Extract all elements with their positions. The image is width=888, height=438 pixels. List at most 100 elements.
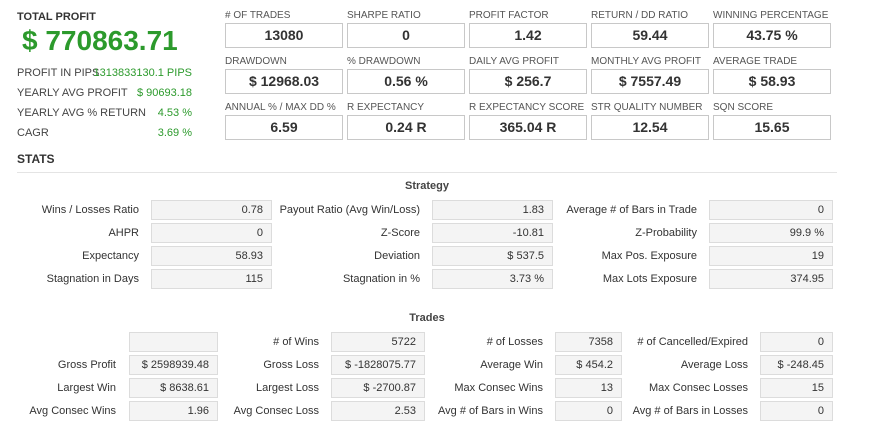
metric-label: RETURN / DD RATIO bbox=[591, 10, 689, 21]
trade-label: Gross Loss bbox=[263, 359, 319, 371]
metric-label: R EXPECTANCY SCORE bbox=[469, 102, 585, 113]
trade-label: Gross Profit bbox=[57, 359, 116, 371]
metric-value: 6.59 bbox=[225, 115, 343, 140]
trade-label: Average Win bbox=[480, 359, 543, 371]
metric-label: PROFIT FACTOR bbox=[469, 10, 549, 21]
summary-label: CAGR bbox=[17, 127, 49, 139]
trade-label: Avg Consec Loss bbox=[233, 405, 319, 417]
stat-label: Max Pos. Exposure bbox=[601, 250, 697, 262]
metric-value: 15.65 bbox=[713, 115, 831, 140]
trade-label: Max Consec Losses bbox=[648, 382, 748, 394]
stat-label: Wins / Losses Ratio bbox=[41, 204, 139, 216]
stat-value: 99.9 % bbox=[709, 223, 833, 243]
metric-value: 0 bbox=[347, 23, 465, 48]
metric-label: AVERAGE TRADE bbox=[713, 56, 798, 67]
trade-value: 1.96 bbox=[129, 401, 218, 421]
stat-value: 374.95 bbox=[709, 269, 833, 289]
metric-label: R EXPECTANCY bbox=[347, 102, 425, 113]
summary-value: 1313833130.1 PIPS bbox=[93, 67, 192, 79]
trade-value: $ -248.45 bbox=[760, 355, 833, 375]
metric-value: $ 58.93 bbox=[713, 69, 831, 94]
metric-label: % DRAWDOWN bbox=[347, 56, 421, 67]
metric-label: SQN SCORE bbox=[713, 102, 774, 113]
metric-label: ANNUAL % / MAX DD % bbox=[225, 102, 336, 113]
trade-value: 7358 bbox=[555, 332, 622, 352]
total-profit-label: TOTAL PROFIT bbox=[17, 11, 96, 23]
stat-value: 115 bbox=[151, 269, 272, 289]
stat-label: Z-Score bbox=[380, 227, 420, 239]
metric-label: WINNING PERCENTAGE bbox=[713, 10, 829, 21]
stat-label: Max Lots Exposure bbox=[602, 273, 697, 285]
metric-value: $ 7557.49 bbox=[591, 69, 709, 94]
stat-label: Average # of Bars in Trade bbox=[566, 204, 697, 216]
summary-value: 4.53 % bbox=[157, 107, 192, 119]
trades-title: Trades bbox=[409, 312, 445, 324]
metric-label: MONTHLY AVG PROFIT bbox=[591, 56, 702, 67]
metric-label: SHARPE RATIO bbox=[347, 10, 421, 21]
total-profit-value: $ 770863.71 bbox=[22, 25, 178, 56]
stat-value: 1.83 bbox=[432, 200, 553, 220]
divider bbox=[17, 172, 837, 173]
metric-value: 0.24 R bbox=[347, 115, 465, 140]
stat-value: 19 bbox=[709, 246, 833, 266]
metric-value: 1.42 bbox=[469, 23, 587, 48]
empty-box bbox=[129, 332, 218, 352]
stats-title: STATS bbox=[17, 152, 55, 166]
metric-value: 365.04 R bbox=[469, 115, 587, 140]
metric-value: 43.75 % bbox=[713, 23, 831, 48]
strategy-title: Strategy bbox=[404, 180, 450, 192]
metric-label: DAILY AVG PROFIT bbox=[469, 56, 560, 67]
trade-label: # of Cancelled/Expired bbox=[637, 336, 748, 348]
trade-value: 2.53 bbox=[331, 401, 425, 421]
stat-label: Expectancy bbox=[82, 250, 139, 262]
trade-label: Avg # of Bars in Wins bbox=[438, 405, 543, 417]
summary-label: YEARLY AVG % RETURN bbox=[17, 107, 146, 119]
stat-value: -10.81 bbox=[432, 223, 553, 243]
trade-value: 5722 bbox=[331, 332, 425, 352]
trade-label: Largest Win bbox=[57, 382, 116, 394]
trade-label: Average Loss bbox=[680, 359, 748, 371]
stat-value: $ 537.5 bbox=[432, 246, 553, 266]
trade-value: 13 bbox=[555, 378, 622, 398]
stat-label: Payout Ratio (Avg Win/Loss) bbox=[279, 204, 420, 216]
summary-label: PROFIT IN PIPS bbox=[17, 67, 100, 79]
trade-value: $ -2700.87 bbox=[331, 378, 425, 398]
trade-value: 0 bbox=[555, 401, 622, 421]
metric-label: STR QUALITY NUMBER bbox=[591, 102, 703, 113]
metric-label: # OF TRADES bbox=[225, 10, 291, 21]
summary-label: YEARLY AVG PROFIT bbox=[17, 87, 128, 99]
stat-label: Stagnation in % bbox=[342, 273, 420, 285]
stat-label: AHPR bbox=[108, 227, 139, 239]
stat-label: Deviation bbox=[374, 250, 420, 262]
trade-value: $ 454.2 bbox=[555, 355, 622, 375]
trade-label: Avg Consec Wins bbox=[29, 405, 116, 417]
metric-value: 13080 bbox=[225, 23, 343, 48]
metric-value: $ 12968.03 bbox=[225, 69, 343, 94]
metric-value: $ 256.7 bbox=[469, 69, 587, 94]
metric-label: DRAWDOWN bbox=[225, 56, 287, 67]
stat-value: 0 bbox=[709, 200, 833, 220]
trade-value: 15 bbox=[760, 378, 833, 398]
stat-value: 0 bbox=[151, 223, 272, 243]
trade-label: Max Consec Wins bbox=[454, 382, 543, 394]
summary-value: $ 90693.18 bbox=[136, 87, 192, 99]
trade-value: $ 8638.61 bbox=[129, 378, 218, 398]
metric-value: 12.54 bbox=[591, 115, 709, 140]
trade-label: Avg # of Bars in Losses bbox=[632, 405, 748, 417]
trade-label: # of Wins bbox=[273, 336, 319, 348]
metric-value: 59.44 bbox=[591, 23, 709, 48]
stat-label: Stagnation in Days bbox=[46, 273, 139, 285]
trade-value: 0 bbox=[760, 401, 833, 421]
metric-value: 0.56 % bbox=[347, 69, 465, 94]
trade-value: 0 bbox=[760, 332, 833, 352]
trade-value: $ -1828075.77 bbox=[331, 355, 425, 375]
stat-value: 3.73 % bbox=[432, 269, 553, 289]
trade-value: $ 2598939.48 bbox=[129, 355, 218, 375]
trade-label: # of Losses bbox=[486, 336, 543, 348]
trade-label: Largest Loss bbox=[256, 382, 319, 394]
stat-label: Z-Probability bbox=[635, 227, 697, 239]
summary-value: 3.69 % bbox=[157, 127, 192, 139]
stat-value: 58.93 bbox=[151, 246, 272, 266]
stat-value: 0.78 bbox=[151, 200, 272, 220]
